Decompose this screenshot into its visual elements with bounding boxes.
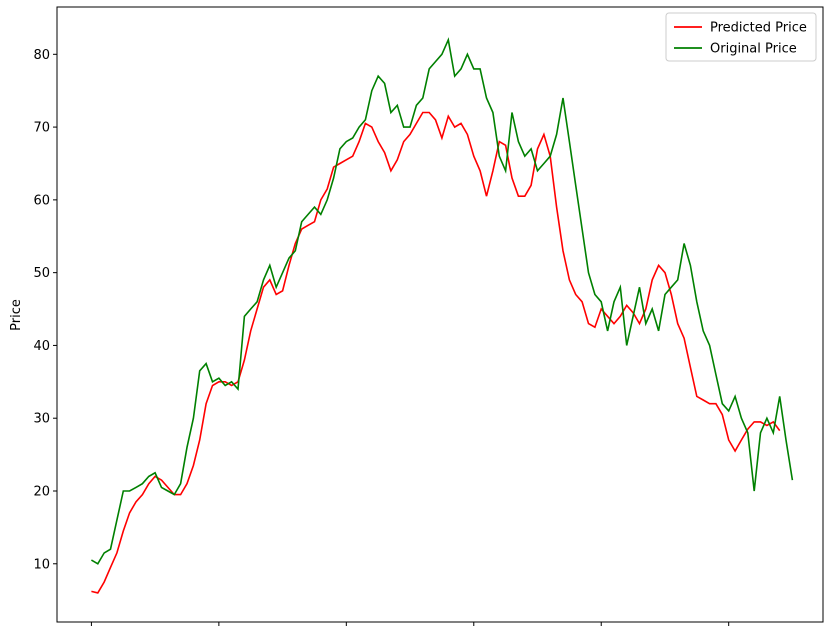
legend-box [665,12,817,62]
y-tick-label: 10 [33,557,50,572]
y-tick-label: 70 [33,121,50,136]
legend-label: Predicted Price [710,21,807,36]
plot-frame [56,6,824,623]
y-tick-label: 60 [33,193,50,208]
line-series [91,111,781,594]
legend-label: Original Price [710,42,797,57]
y-tick-label: 80 [33,48,50,63]
y-axis-label: Price [9,299,24,331]
y-tick-label: 40 [33,339,50,354]
line-series [90,37,794,565]
y-tick-label: 20 [33,484,50,499]
y-tick-label: 50 [33,266,50,281]
y-tick-label: 30 [33,412,50,427]
